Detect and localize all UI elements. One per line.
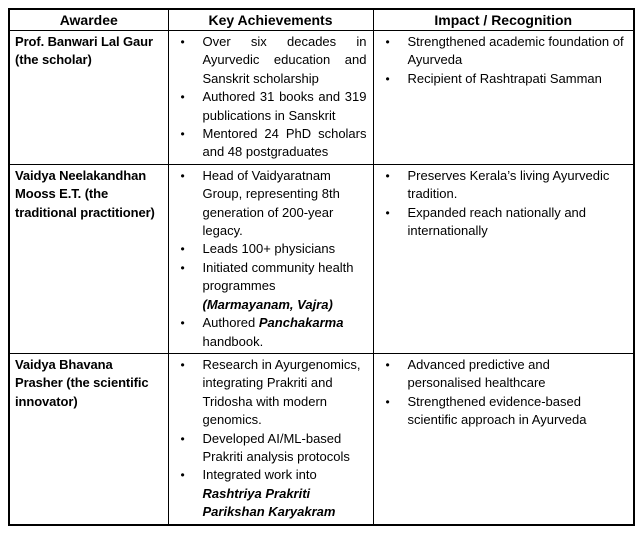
bullet-icon: • [385, 394, 390, 409]
achievements-cell: • Research in Ayurgenomics, integrating P… [167, 352, 374, 526]
table-row: Prof. Banwari Lal Gaur (the scholar) • Ove… [8, 30, 635, 165]
header-key-achievements: Key Achievements [167, 8, 374, 31]
impact-cell: • Preserves Kerala’s living Ayurvedic tra… [372, 163, 635, 354]
text-segment: Authored [202, 315, 259, 331]
bullet-icon: • [180, 35, 185, 49]
bullet-icon: • [180, 242, 185, 257]
text-segment: handbook. [202, 333, 264, 349]
bullet-icon: • [180, 316, 185, 331]
bullet-icon: • [180, 357, 185, 372]
text-segment: Preserves Kerala’s living Ayurvedic trad… [407, 167, 610, 202]
bullet-text: Recipient of Rashtrapati Samman [408, 70, 628, 88]
bullet-item: • Integrated work into Rashtriya Prakriti… [174, 466, 367, 521]
text-segment: Mentored 24 PhD scholars and 48 postgrad… [202, 126, 367, 160]
achievements-cell: • Head of Vaidyaratnam Group, representin… [167, 163, 374, 354]
bullet-item: • Research in Ayurgenomics, integrating P… [174, 356, 367, 430]
text-segment: Panchakarma [258, 315, 344, 331]
header-awardee: Awardee [8, 8, 169, 31]
bullet-text: Leads 100+ physicians [203, 240, 367, 258]
bullet-item: • Authored Panchakarma handbook. [174, 314, 367, 351]
bullet-item: • Mentored 24 PhD scholars and 48 postgra… [174, 125, 367, 162]
text-segment: Head of Vaidyaratnam Group, representing… [202, 167, 340, 239]
text-segment: Strengthened academic foundation of Ayur… [407, 34, 624, 68]
bullet-item: • Preserves Kerala’s living Ayurvedic tra… [379, 167, 628, 204]
bullet-item: • Initiated community health programmes (… [174, 259, 367, 314]
bullet-text: Research in Ayurgenomics, integrating Pr… [203, 356, 367, 430]
bullet-text: Initiated community health programmes (M… [203, 259, 367, 314]
bullet-text: Strengthened evidence-based scientific a… [408, 393, 628, 430]
text-segment: Developed AI/ML-based Prakriti analysis … [202, 430, 350, 464]
bullet-icon: • [385, 35, 390, 49]
bullet-icon: • [180, 431, 185, 446]
table-row: Vaidya Bhavana Prasher (the scientific i… [8, 352, 635, 526]
text-segment: Authored 31 books and 319 publications i… [202, 89, 367, 123]
bullet-item: • Developed AI/ML-based Prakriti analysis… [174, 430, 367, 467]
bullet-item: • Recipient of Rashtrapati Samman [379, 70, 628, 88]
text-segment: Advanced predictive and personalised hea… [407, 356, 550, 391]
text-segment: Expanded reach nationally and internatio… [407, 204, 587, 239]
impact-cell: • Advanced predictive and personalised he… [372, 352, 635, 526]
bullet-item: • Expanded reach nationally and internati… [379, 204, 628, 241]
bullet-item: • Leads 100+ physicians [174, 240, 367, 258]
table-header-row: Awardee Key Achievements Impact / Recogn… [8, 8, 635, 31]
text-segment: Leads 100+ physicians [202, 241, 336, 257]
bullet-icon: • [385, 357, 390, 372]
bullet-item: • Head of Vaidyaratnam Group, representin… [174, 167, 367, 241]
awardee-cell: Vaidya Neelakandhan Mooss E.T. (the trad… [8, 163, 169, 354]
bullet-text: Advanced predictive and personalised hea… [408, 356, 628, 393]
bullet-text: Over six decades in Ayurvedic education … [203, 33, 367, 88]
text-segment: Recipient of Rashtrapati Samman [407, 70, 602, 86]
text-segment: Over six decades in Ayurvedic education … [202, 34, 367, 86]
bullet-item: • Authored 31 books and 319 publications … [174, 88, 367, 125]
table-row: Vaidya Neelakandhan Mooss E.T. (the trad… [8, 163, 635, 354]
text-segment: Initiated community health programmes [202, 259, 354, 294]
header-impact-recognition: Impact / Recognition [372, 8, 635, 31]
bullet-item: • Strengthened academic foundation of Ayu… [379, 33, 628, 70]
bullet-text: Expanded reach nationally and internatio… [408, 204, 628, 241]
bullet-icon: • [385, 168, 390, 183]
bullet-text: Head of Vaidyaratnam Group, representing… [203, 167, 367, 241]
bullet-text: Developed AI/ML-based Prakriti analysis … [203, 430, 367, 467]
text-segment: Research in Ayurgenomics, integrating Pr… [202, 356, 361, 428]
bullet-text: Authored 31 books and 319 publications i… [203, 88, 367, 125]
text-segment: Strengthened evidence-based scientific a… [407, 393, 587, 428]
bullet-icon: • [385, 71, 390, 86]
bullet-item: • Strengthened evidence-based scientific … [379, 393, 628, 430]
awardees-table: Awardee Key Achievements Impact / Recogn… [8, 8, 635, 526]
awardee-cell: Prof. Banwari Lal Gaur (the scholar) [8, 30, 169, 165]
bullet-icon: • [180, 90, 185, 105]
bullet-text: Preserves Kerala’s living Ayurvedic trad… [408, 167, 628, 204]
bullet-icon: • [180, 468, 185, 483]
text-segment: (Marmayanam, Vajra) [202, 296, 333, 312]
bullet-text: Authored Panchakarma handbook. [203, 314, 367, 351]
bullet-text: Mentored 24 PhD scholars and 48 postgrad… [203, 125, 367, 162]
bullet-icon: • [180, 168, 185, 183]
table-body: Prof. Banwari Lal Gaur (the scholar) • Ove… [8, 30, 635, 526]
bullet-item: • Advanced predictive and personalised he… [379, 356, 628, 393]
text-segment: Rashtriya Prakriti Parikshan Karyakram [202, 485, 336, 520]
awardee-cell: Vaidya Bhavana Prasher (the scientific i… [8, 352, 169, 526]
bullet-icon: • [180, 260, 185, 275]
bullet-icon: • [385, 205, 390, 220]
bullet-item: • Over six decades in Ayurvedic education… [174, 33, 367, 88]
bullet-icon: • [180, 127, 185, 142]
impact-cell: • Strengthened academic foundation of Ayu… [372, 30, 635, 165]
bullet-text: Strengthened academic foundation of Ayur… [408, 33, 628, 70]
bullet-text: Integrated work into Rashtriya Prakriti … [203, 466, 367, 521]
text-segment: Integrated work into [202, 467, 317, 483]
achievements-cell: • Over six decades in Ayurvedic education… [167, 30, 374, 165]
